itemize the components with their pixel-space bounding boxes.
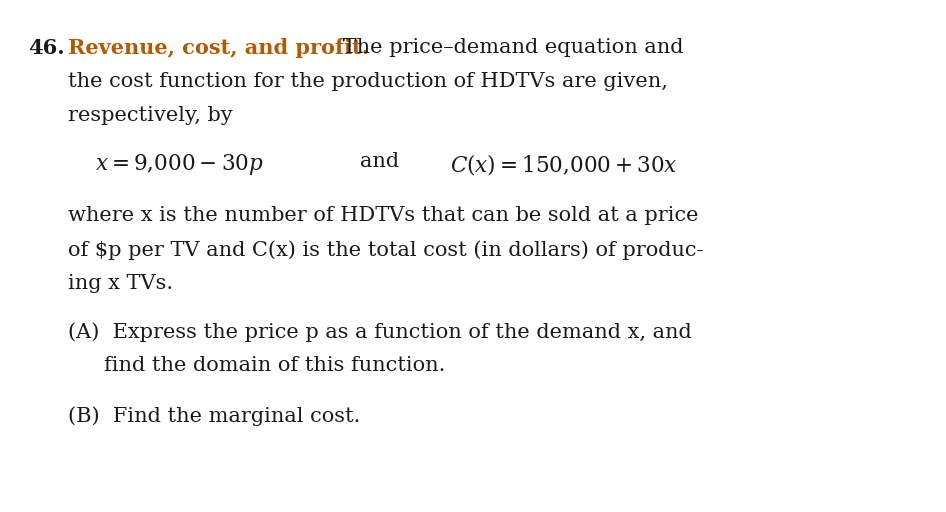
Text: $C(x) = 150{,}000 + 30x$: $C(x) = 150{,}000 + 30x$ [450,152,677,177]
Text: The price–demand equation and: The price–demand equation and [336,38,684,57]
Text: of $p per TV and C(x) is the total cost (in dollars) of produc-: of $p per TV and C(x) is the total cost … [68,240,704,260]
Text: where x is the number of HDTVs that can be sold at a price: where x is the number of HDTVs that can … [68,206,698,225]
Text: Revenue, cost, and profit.: Revenue, cost, and profit. [68,38,369,58]
Text: 46.: 46. [28,38,64,58]
Text: (B)  Find the marginal cost.: (B) Find the marginal cost. [68,406,360,425]
Text: $x = 9{,}000 - 30p$: $x = 9{,}000 - 30p$ [95,152,264,177]
Text: ing x TVs.: ing x TVs. [68,274,173,293]
Text: the cost function for the production of HDTVs are given,: the cost function for the production of … [68,72,668,91]
Text: and: and [360,152,399,171]
Text: find the domain of this function.: find the domain of this function. [104,356,446,375]
Text: respectively, by: respectively, by [68,106,233,125]
Text: (A)  Express the price p as a function of the demand x, and: (A) Express the price p as a function of… [68,322,692,342]
